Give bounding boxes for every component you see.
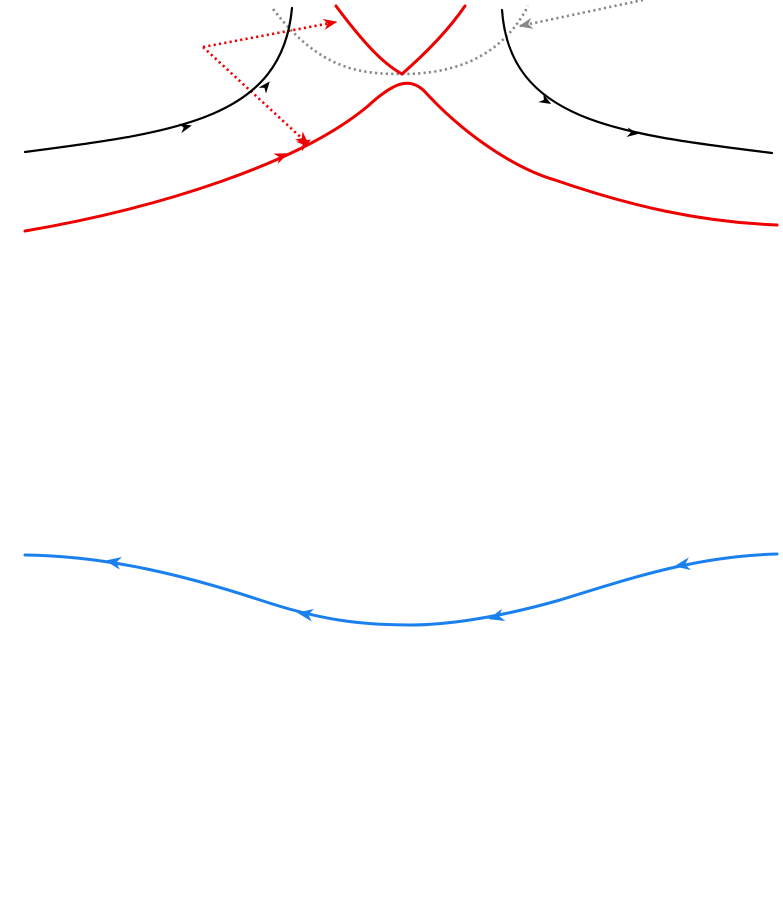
gray-dotted-arc (271, 5, 530, 76)
red-separatrix-x (334, 4, 467, 76)
blue-perturbed-orbit (23, 552, 779, 627)
red-dotted-indicator-lower (202, 46, 310, 145)
red-dotted-indicator-upper (202, 18, 338, 49)
black-arrow-left-2 (258, 81, 270, 94)
red-separatrix-left (23, 81, 779, 233)
black-trajectory-left (23, 6, 294, 154)
black-trajectory-right (500, 8, 774, 155)
gray-dotted-pointer (518, 0, 644, 29)
